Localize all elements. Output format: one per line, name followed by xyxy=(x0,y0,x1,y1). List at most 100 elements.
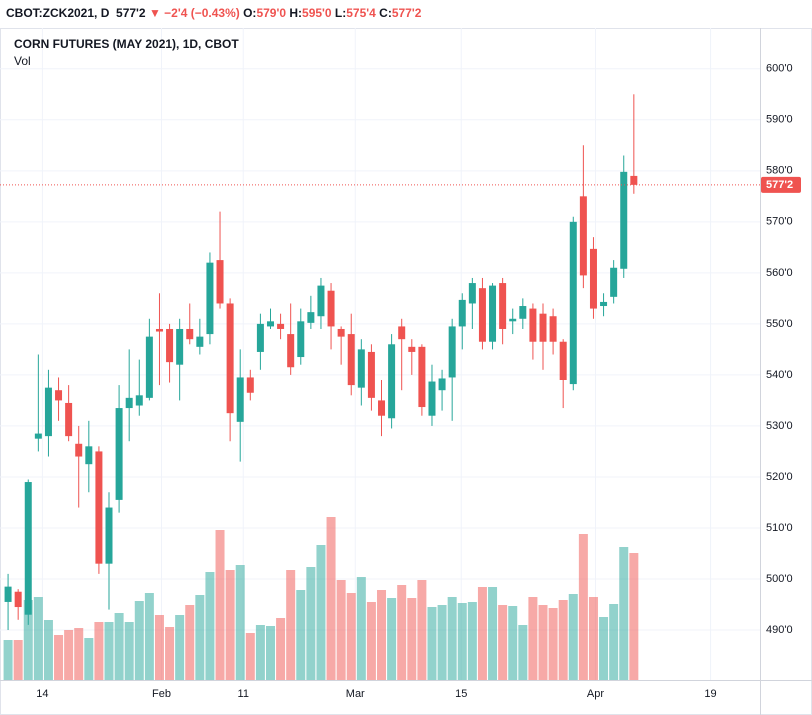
volume-bar xyxy=(518,625,528,680)
volume-bar xyxy=(154,615,164,680)
volume-bar xyxy=(215,530,225,680)
candle-body xyxy=(630,175,638,185)
volume-bar xyxy=(397,585,407,680)
volume-bar xyxy=(265,626,275,680)
candle-body xyxy=(438,378,446,391)
volume-bar xyxy=(578,534,588,680)
x-tick-label: Apr xyxy=(587,688,604,700)
candle-body xyxy=(549,316,557,342)
c-label: C: xyxy=(379,6,392,20)
candle-body xyxy=(277,323,285,329)
header: CBOT:ZCK2021, D 577'2 ▼ −2'4 (−0.43%) O:… xyxy=(6,6,421,20)
volume-bar xyxy=(498,605,508,680)
volume-bar xyxy=(195,595,205,680)
volume-bar xyxy=(276,618,286,680)
volume-bar xyxy=(427,607,437,680)
volume-bar xyxy=(316,545,326,680)
volume-bar xyxy=(43,620,53,680)
candle-body xyxy=(408,346,416,352)
y-tick-label: 520'0 xyxy=(766,471,793,483)
y-tick-label: 560'0 xyxy=(766,267,793,279)
candle-body xyxy=(499,283,507,329)
candle-body xyxy=(246,377,254,393)
candle-body xyxy=(55,390,63,401)
volume-bar xyxy=(548,608,558,680)
candle-body xyxy=(24,482,32,615)
x-tick-label: 14 xyxy=(36,688,48,700)
candle-body xyxy=(256,323,264,352)
volume-bar xyxy=(629,553,639,680)
volume-bar xyxy=(104,622,114,680)
volume-label: Vol xyxy=(14,54,31,68)
candle-body xyxy=(589,248,597,309)
candle-body xyxy=(125,397,133,409)
h-label: H: xyxy=(289,6,303,20)
x-tick-label: 19 xyxy=(704,688,716,700)
volume-bar xyxy=(74,628,84,680)
candle-body xyxy=(428,381,436,416)
volume-bar xyxy=(619,547,629,680)
volume-bar xyxy=(124,622,134,680)
candle-body xyxy=(388,344,396,419)
candle-body xyxy=(85,446,93,465)
volume-bar xyxy=(13,640,23,680)
candle-body xyxy=(44,387,52,437)
volume-bar xyxy=(144,593,154,680)
y-tick-label: 550'0 xyxy=(766,318,793,330)
volume-bar xyxy=(205,572,215,680)
candle-body xyxy=(236,377,244,422)
volume-bar xyxy=(346,593,356,680)
candle-body xyxy=(337,328,345,337)
volume-bar xyxy=(407,598,417,680)
candle-body xyxy=(539,313,547,342)
candle-body xyxy=(34,433,42,439)
volume-bar xyxy=(467,602,477,680)
chart-title: CORN FUTURES (MAY 2021), 1D, CBOT xyxy=(14,37,239,51)
candle-body xyxy=(266,321,274,327)
candle-body xyxy=(509,318,517,322)
candle-body xyxy=(458,299,466,327)
candle-body xyxy=(559,341,567,380)
volume-bar xyxy=(165,627,175,680)
candle-body xyxy=(569,221,577,385)
volume-bar xyxy=(356,577,366,680)
y-tick-label: 580'0 xyxy=(766,165,793,177)
arrow: ▼ xyxy=(148,6,161,20)
candle-body xyxy=(155,328,163,332)
candle-body xyxy=(176,328,184,365)
candle-body xyxy=(327,290,335,327)
y-tick-label: 540'0 xyxy=(766,369,793,381)
volume-bar xyxy=(114,613,124,680)
volume-bar xyxy=(437,605,447,680)
x-tick-label: Mar xyxy=(346,688,365,700)
change: −2'4 (−0.43%) xyxy=(164,6,240,20)
y-tick-label: 510'0 xyxy=(766,522,793,534)
volume-bar xyxy=(286,570,296,680)
symbol: CBOT:ZCK2021, D xyxy=(6,6,110,20)
candle-body xyxy=(186,328,194,340)
volume-bar xyxy=(558,600,568,680)
volume-bar xyxy=(3,640,13,680)
volume-bar xyxy=(54,635,64,680)
candle-body xyxy=(65,402,73,437)
volume-bar xyxy=(477,587,487,680)
candle-body xyxy=(367,351,375,398)
volume-bar xyxy=(387,598,397,680)
volume-bar xyxy=(488,587,498,680)
volume-bar xyxy=(457,603,467,680)
volume-bar xyxy=(528,597,538,680)
candle-body xyxy=(4,586,12,602)
volume-bar xyxy=(377,590,387,680)
last-price-label: 577'2 xyxy=(766,179,793,191)
candle-body xyxy=(14,591,22,608)
candle-body xyxy=(226,303,234,414)
x-tick-label: 15 xyxy=(455,688,467,700)
candle-body xyxy=(579,196,587,276)
candle-body xyxy=(357,349,365,388)
candle-body xyxy=(297,321,305,358)
candle-body xyxy=(206,262,214,335)
volume-bar xyxy=(84,638,94,680)
candle-body xyxy=(519,306,527,319)
volume-bar xyxy=(538,605,548,680)
